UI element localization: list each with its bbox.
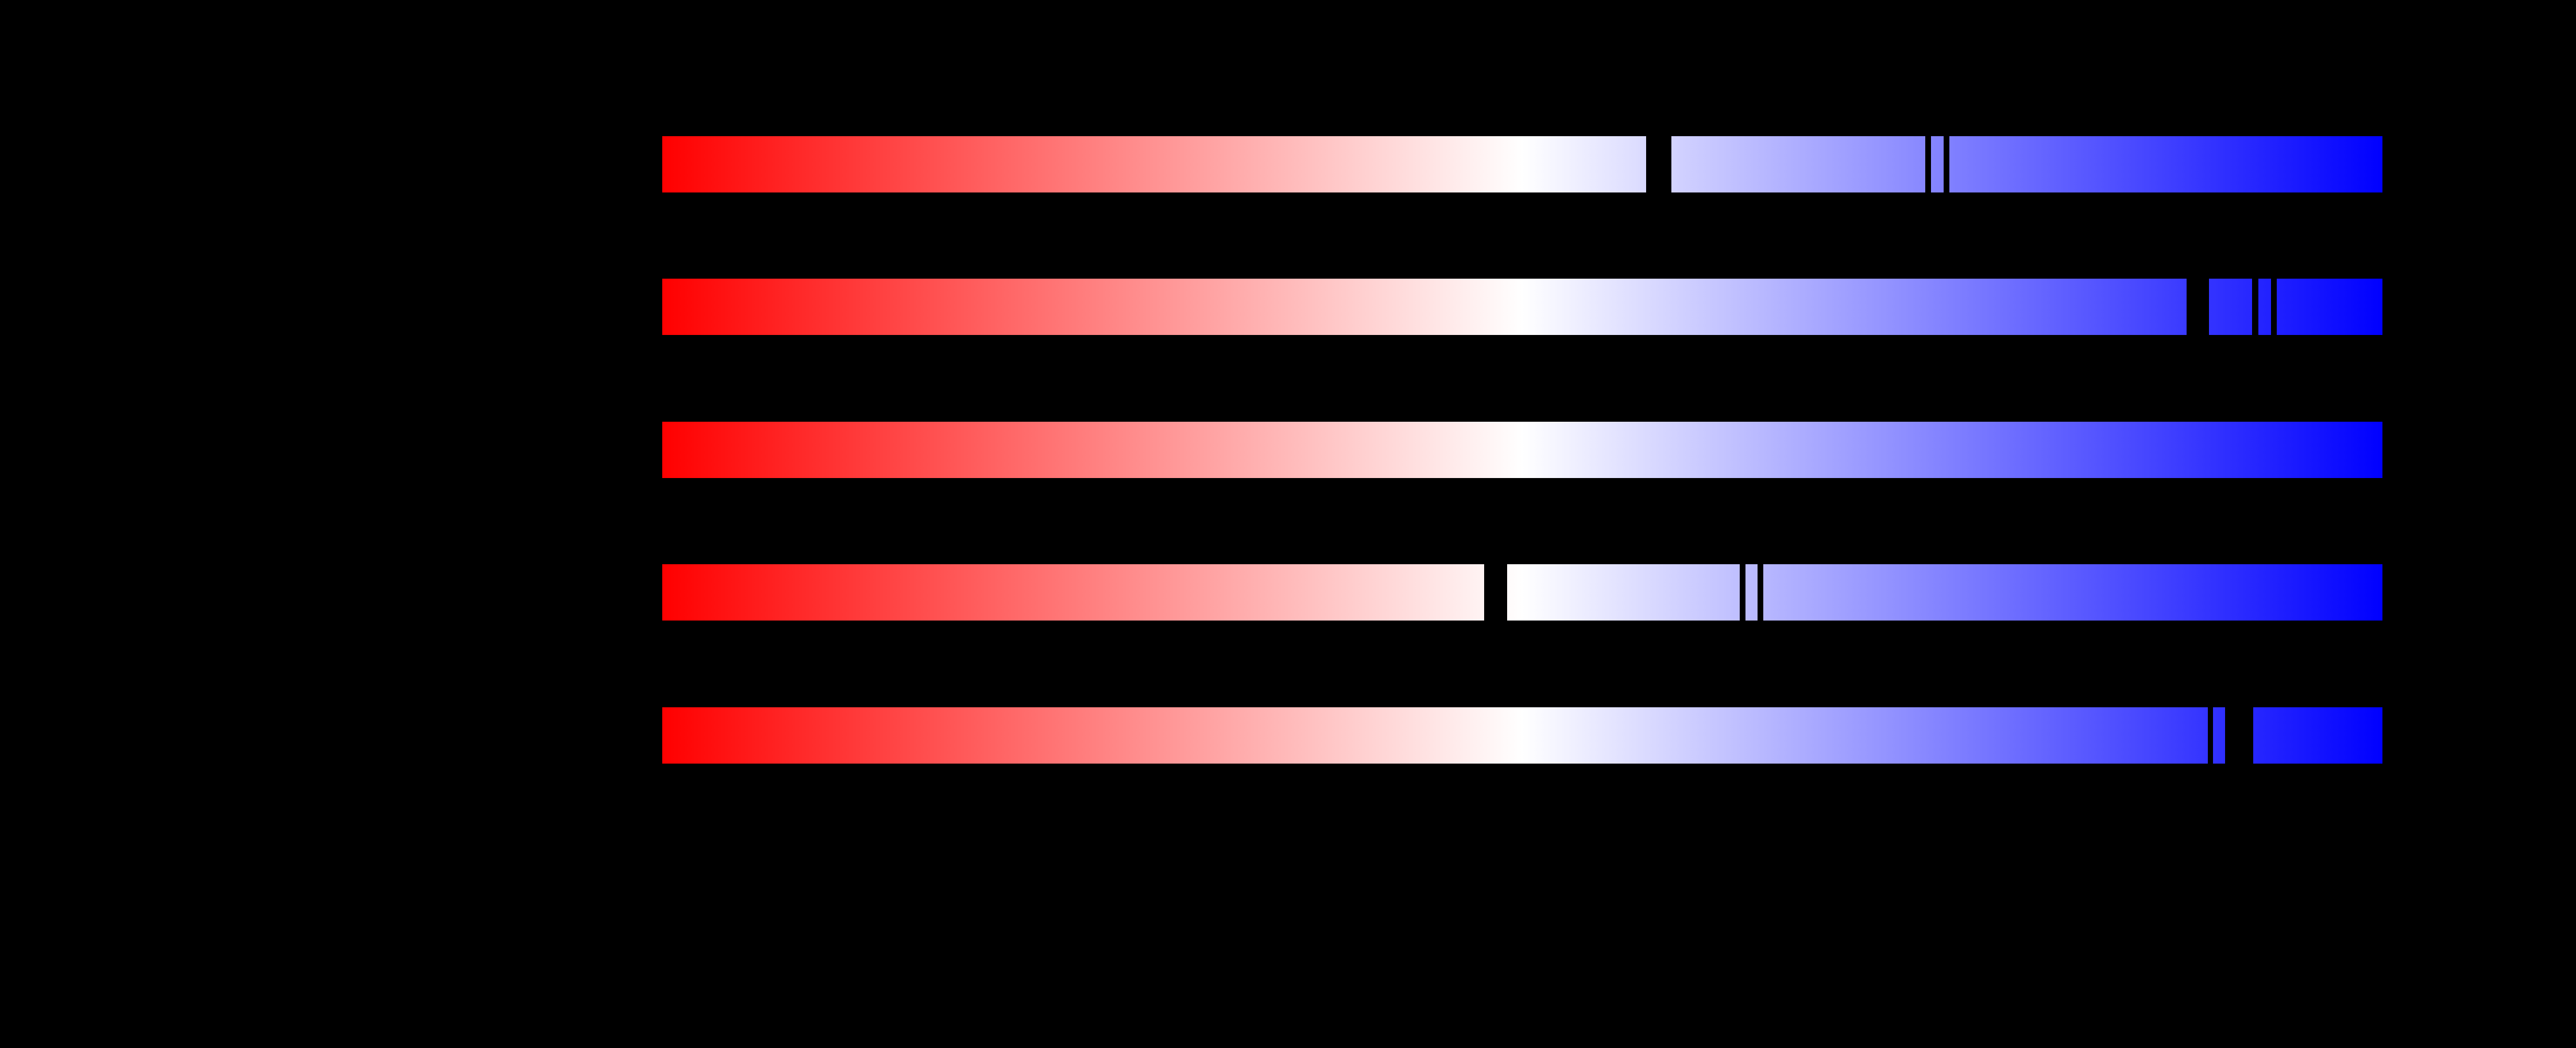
- gradient-bar-row-2: [662, 279, 2382, 335]
- gradient-bar-row-4: [662, 564, 2382, 621]
- gap-marker: [1646, 136, 1671, 192]
- gradient-bar-row-1: [662, 136, 2382, 192]
- tick-marker: [2271, 279, 2277, 335]
- tick-marker: [2208, 707, 2213, 764]
- tick-marker: [1758, 564, 1763, 621]
- gradient-bar-row-5: [662, 707, 2382, 764]
- tick-marker: [1944, 136, 1949, 192]
- gap-marker: [1484, 564, 1507, 621]
- gap-marker: [2187, 279, 2209, 335]
- tick-marker: [2252, 279, 2258, 335]
- gradient-bar-row-3: [662, 422, 2382, 478]
- tick-marker: [1925, 136, 1931, 192]
- gap-marker: [2225, 707, 2253, 764]
- tick-marker: [1740, 564, 1745, 621]
